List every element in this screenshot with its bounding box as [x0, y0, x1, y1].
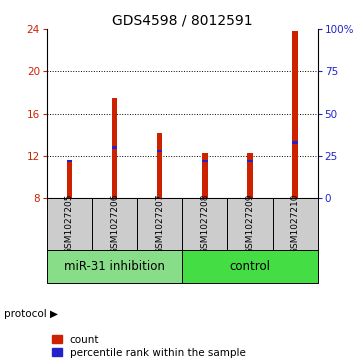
- Legend: count, percentile rank within the sample: count, percentile rank within the sample: [52, 335, 246, 358]
- Text: GSM1027209: GSM1027209: [245, 194, 255, 254]
- Bar: [182, 199, 227, 250]
- Text: protocol ▶: protocol ▶: [4, 309, 58, 319]
- Bar: [273, 199, 318, 250]
- Bar: [92, 199, 137, 250]
- Bar: [202, 160, 208, 162]
- Text: GSM1027205: GSM1027205: [65, 194, 74, 254]
- Bar: [227, 199, 273, 250]
- Bar: [47, 199, 92, 250]
- Text: GSM1027210: GSM1027210: [291, 194, 300, 254]
- Bar: [157, 150, 162, 152]
- Text: control: control: [230, 260, 270, 273]
- Bar: [157, 133, 162, 199]
- Bar: [292, 141, 298, 144]
- Bar: [247, 160, 253, 162]
- Text: GSM1027207: GSM1027207: [155, 194, 164, 254]
- Bar: [292, 31, 298, 199]
- Title: GDS4598 / 8012591: GDS4598 / 8012591: [112, 14, 253, 28]
- Text: miR-31 inhibition: miR-31 inhibition: [64, 260, 165, 273]
- Bar: [182, 250, 318, 283]
- Bar: [202, 153, 208, 199]
- Bar: [67, 162, 72, 199]
- Bar: [67, 160, 72, 162]
- Bar: [247, 153, 253, 199]
- Text: GSM1027208: GSM1027208: [200, 194, 209, 254]
- Bar: [47, 250, 182, 283]
- Bar: [137, 199, 182, 250]
- Text: GSM1027206: GSM1027206: [110, 194, 119, 254]
- Bar: [112, 98, 117, 199]
- Bar: [112, 146, 117, 149]
